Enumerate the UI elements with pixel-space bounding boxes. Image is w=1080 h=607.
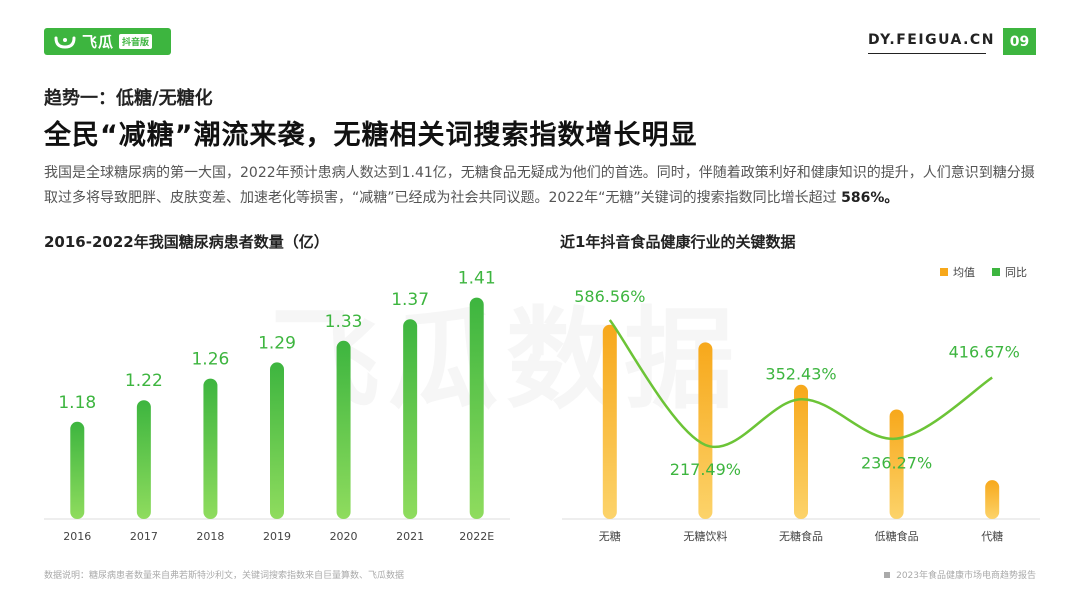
footer-source: 数据说明：糖尿病患者数量来自弗若斯特沙利文，关键词搜索指数来自巨量算数、飞瓜数据 — [44, 571, 405, 581]
brand-sub: 抖音版 — [119, 34, 153, 49]
left-x-tick-label: 2019 — [263, 530, 291, 543]
left-bar — [469, 297, 484, 519]
left-x-tick-label: 2022E — [459, 530, 494, 543]
trend-title: 趋势一：低糖/无糖化 — [44, 88, 213, 109]
page-number: 09 — [1003, 28, 1036, 55]
right-bar — [794, 384, 808, 519]
left-bar-value-label: 1.22 — [125, 371, 163, 391]
left-bar-value-label: 1.18 — [58, 393, 96, 413]
left-x-tick-label: 2021 — [396, 530, 424, 543]
left-bar — [403, 319, 418, 519]
right-x-tick-label: 代糖 — [981, 529, 1003, 543]
brand-logo: 飞瓜 抖音版 — [44, 28, 171, 55]
legend-label-mean: 均值 — [953, 266, 975, 279]
right-bar — [698, 342, 713, 519]
left-bar — [70, 421, 85, 519]
footer-square-icon — [884, 571, 891, 578]
left-bar — [136, 400, 151, 519]
intro-highlight: 586%。 — [841, 190, 899, 206]
left-bar-value-label: 1.29 — [258, 333, 296, 353]
site-underline — [868, 53, 986, 54]
left-x-tick-label: 2017 — [130, 530, 158, 543]
right-line-value-label: 586.56% — [574, 287, 645, 306]
left-bar — [270, 362, 284, 519]
left-x-tick-label: 2020 — [330, 530, 358, 543]
right-combo-chart: 无糖 无糖饮料 无糖食品 低糖食品 代糖 586.56% 217.49% 352.43% 236… — [562, 266, 1040, 543]
right-line-value-label: 236.27% — [861, 454, 932, 473]
right-line-value-label: 352.43% — [765, 364, 836, 383]
right-line-value-label: 416.67% — [949, 343, 1020, 362]
legend-swatch-yoy — [992, 268, 1000, 276]
right-x-tick-label: 低糖食品 — [875, 529, 919, 543]
site-url: DY.FEIGUA.CN — [868, 32, 995, 48]
intro-paragraph: 我国是全球糖尿病的第一大国，2022年预计患病人数达到1.41亿，无糖食品无疑成… — [44, 161, 1044, 211]
intro-text: 我国是全球糖尿病的第一大国，2022年预计患病人数达到1.41亿，无糖食品无疑成… — [44, 165, 1035, 206]
legend-label-yoy: 同比 — [1005, 266, 1027, 279]
left-bar-value-label: 1.41 — [458, 269, 496, 289]
left-bar-value-label: 1.37 — [391, 290, 429, 310]
left-bar — [203, 378, 218, 519]
legend-swatch-mean — [940, 268, 948, 276]
left-x-tick-label: 2016 — [63, 530, 91, 543]
right-x-tick-label: 无糖食品 — [779, 529, 823, 543]
left-x-tick-label: 2018 — [196, 530, 224, 543]
footer-report-title: 2023年食品健康市场电商趋势报告 — [896, 571, 1036, 581]
right-bar — [602, 324, 617, 519]
right-bar — [985, 480, 1000, 519]
right-x-tick-label: 无糖 — [599, 529, 621, 543]
left-bar — [336, 340, 351, 519]
feigua-logo-icon — [54, 36, 76, 49]
brand-name: 飞瓜 — [82, 33, 115, 51]
left-bar-value-label: 1.26 — [191, 350, 229, 370]
right-line-series — [608, 319, 993, 449]
right-line-value-label: 217.49% — [670, 460, 741, 479]
right-chart-title: 近1年抖音食品健康行业的关键数据 — [560, 233, 796, 251]
right-x-tick-label: 无糖饮料 — [683, 529, 727, 543]
left-bar-chart: 1.18 2016 1.22 2017 1.26 2018 1.29 2019 1.33 2020… — [44, 269, 510, 543]
left-bar-value-label: 1.33 — [325, 312, 363, 332]
left-chart-title: 2016-2022年我国糖尿病患者数量（亿） — [44, 233, 329, 251]
footer-report: 2023年食品健康市场电商趋势报告 — [884, 568, 1036, 581]
headline: 全民“减糖”潮流来袭，无糖相关词搜索指数增长明显 — [44, 120, 698, 151]
